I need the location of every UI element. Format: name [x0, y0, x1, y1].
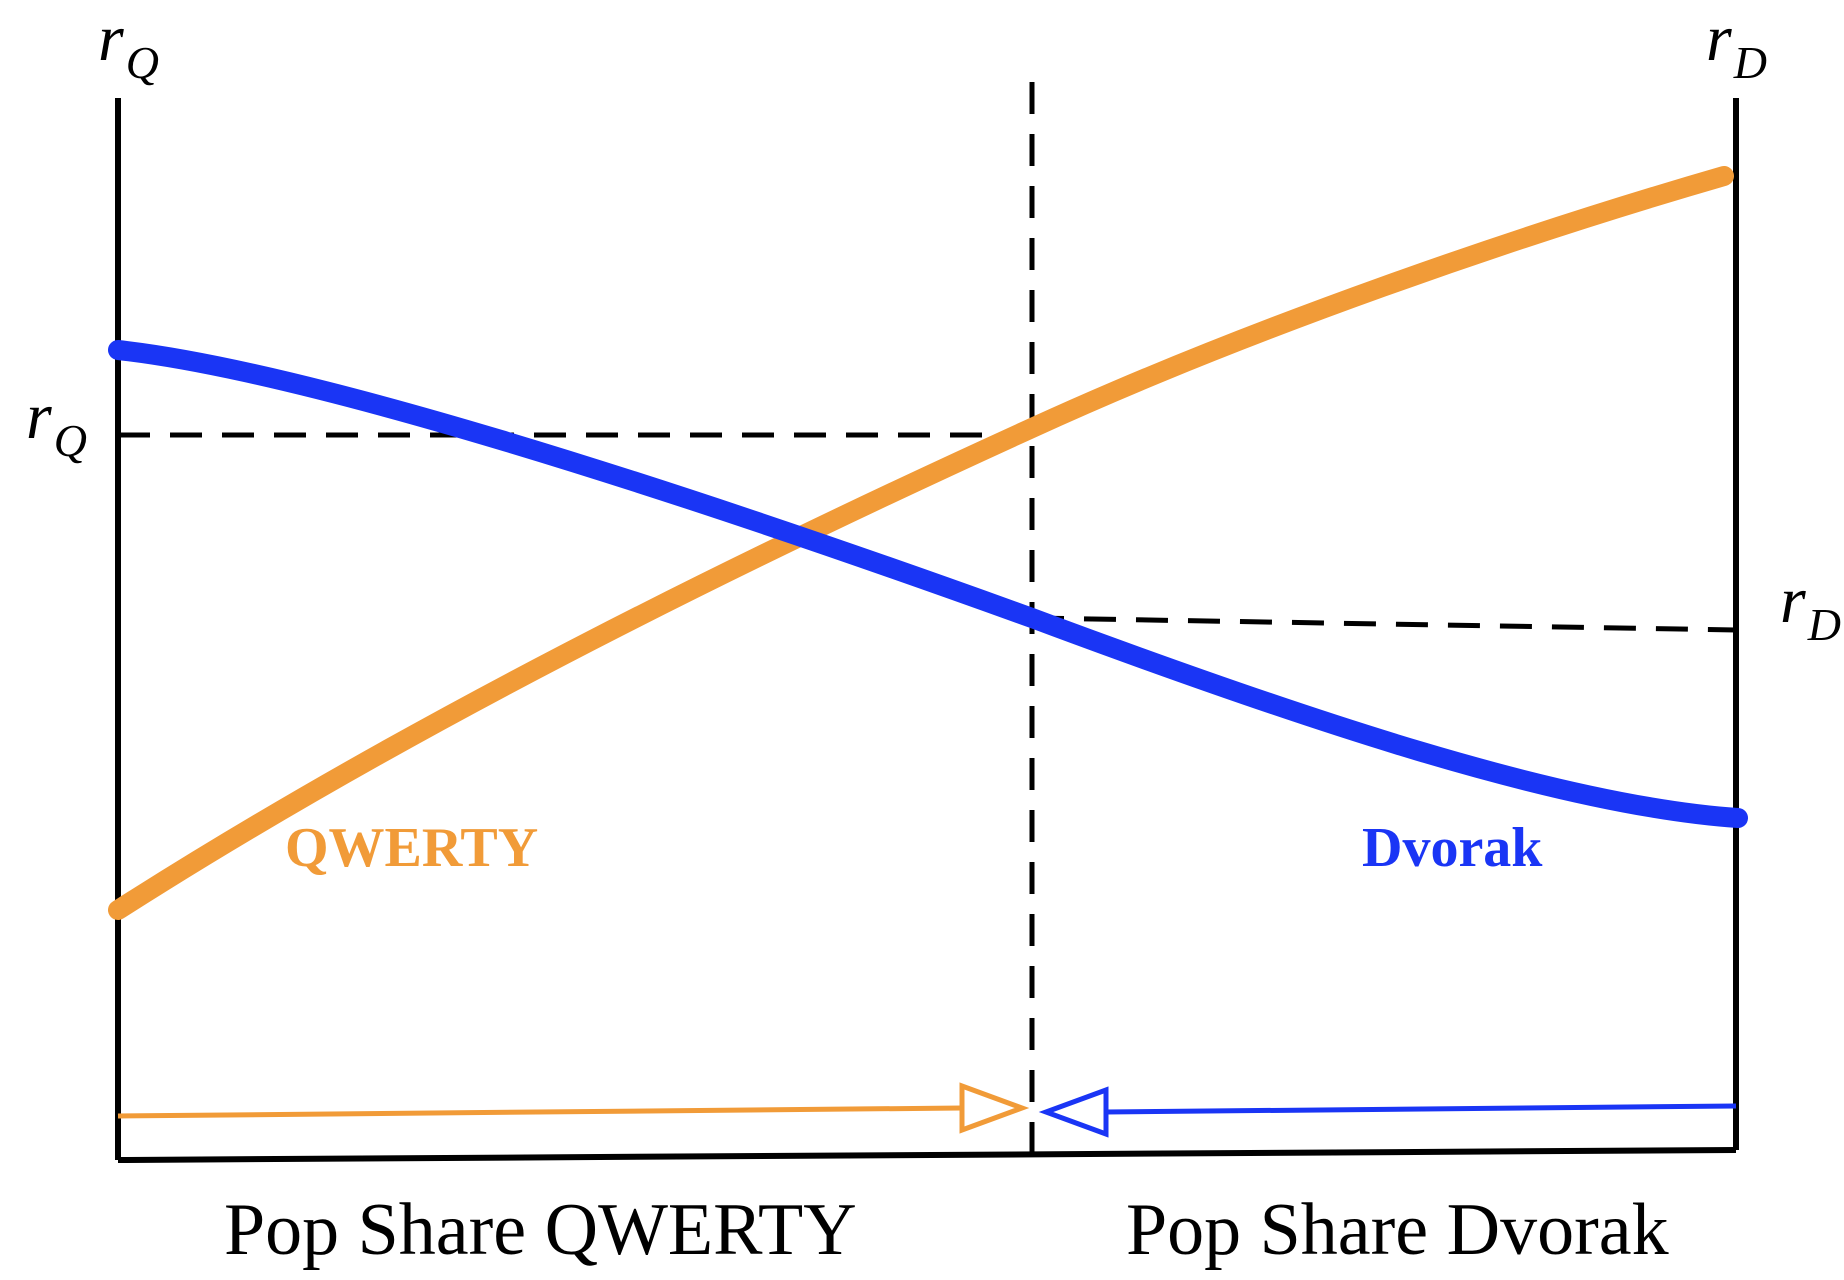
right-level-label: rD — [1780, 564, 1841, 650]
qwerty-curve — [108, 166, 1734, 920]
dvorak-curve — [108, 340, 1748, 828]
bottom-axis — [117, 1147, 1737, 1163]
pop-share-qwerty-label: Pop Share QWERTY — [224, 1189, 857, 1271]
right-axis-top-label: rD — [1706, 2, 1767, 88]
left-level-label: rQ — [26, 380, 87, 466]
dvorak-arrow-shaft — [1105, 1103, 1737, 1115]
qwerty-arrowhead — [959, 1082, 1030, 1134]
qwerty-curve-label: QWERTY — [285, 817, 538, 879]
left-axis-top-label: rQ — [98, 2, 159, 88]
dvorak-arrowhead — [1038, 1086, 1109, 1138]
pop-share-dvorak-label: Pop Share Dvorak — [1126, 1189, 1669, 1271]
qwerty-arrow-shaft — [117, 1105, 963, 1119]
dvorak-level-line — [1031, 615, 1737, 633]
dvorak-curve-label: Dvorak — [1362, 817, 1543, 879]
